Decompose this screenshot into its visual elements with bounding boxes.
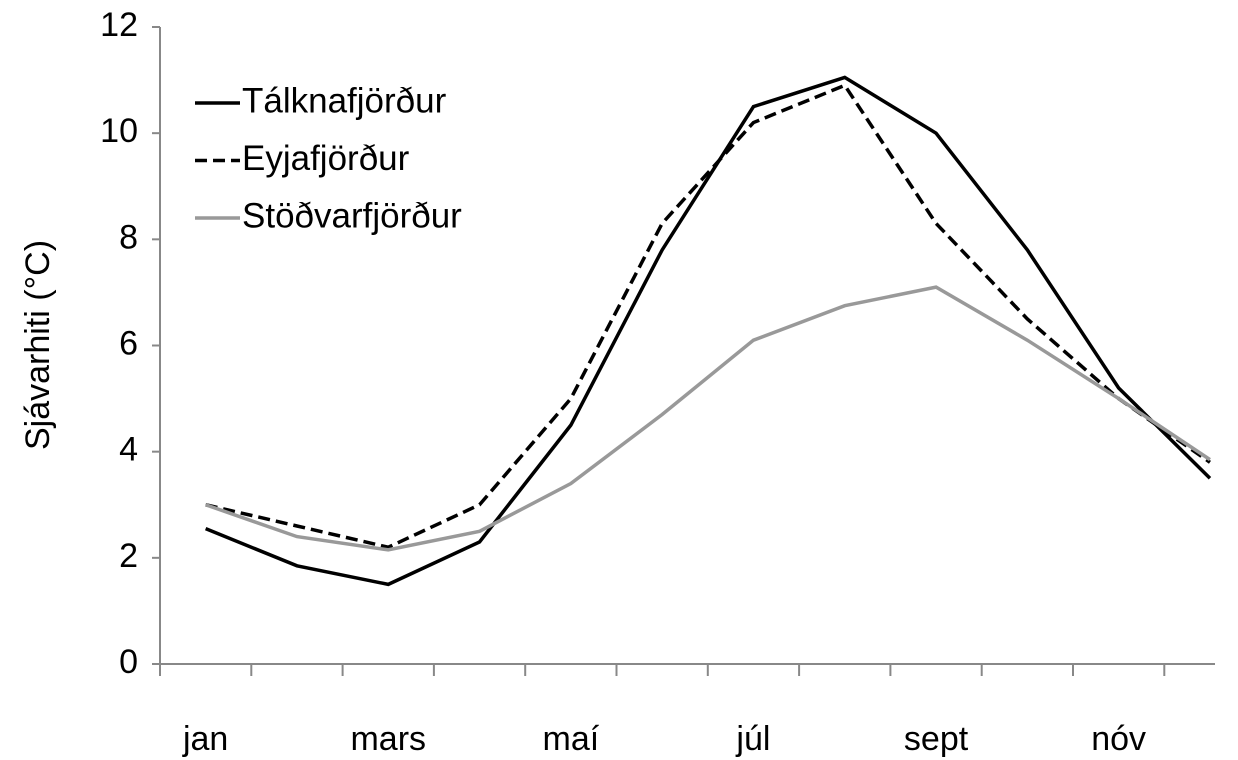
y-tick-label: 12	[100, 6, 138, 44]
data-line	[204, 75, 1212, 587]
legend-label: Tálknafjörður	[242, 81, 447, 120]
y-tick-label: 2	[119, 537, 138, 575]
y-tick-label: 0	[119, 643, 138, 681]
x-tick-label: sept	[904, 720, 969, 758]
legend-label: Eyjafjörður	[242, 139, 410, 178]
x-tick-label: jan	[182, 720, 228, 758]
y-tick-label: 6	[119, 324, 138, 362]
data-line	[205, 83, 1211, 550]
y-axis-label: Sjávarhiti (°C)	[19, 240, 57, 450]
y-tick-label: 10	[100, 112, 138, 150]
y-tick-label: 8	[119, 218, 138, 256]
x-tick-label: júl	[735, 720, 770, 758]
legend-label: Stöðvarfjörður	[242, 196, 462, 235]
y-tick-label: 4	[119, 431, 138, 469]
data-line	[205, 285, 1211, 552]
x-tick-label: mars	[350, 720, 426, 758]
x-tick-label: maí	[543, 720, 600, 758]
x-tick-label: nóv	[1091, 720, 1146, 758]
